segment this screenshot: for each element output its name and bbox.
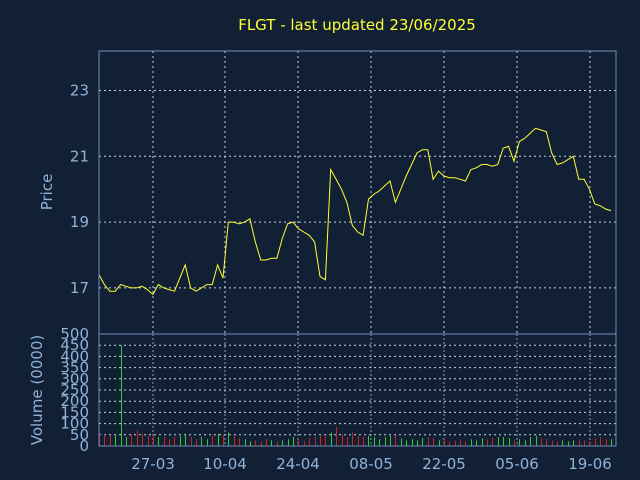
price-y-label: Price xyxy=(38,174,56,211)
volume-grid xyxy=(99,333,616,447)
chart-title: FLGT - last updated 23/06/2025 xyxy=(238,16,476,34)
x-axis-labels: 27-03 10-04 24-04 08-05 22-05 05-06 19-06 xyxy=(131,455,612,473)
volume-frame xyxy=(98,333,617,447)
price-grid xyxy=(99,51,616,334)
volume-tick-label: 150 xyxy=(60,403,89,421)
volume-tick-label: 200 xyxy=(60,392,89,410)
volume-tick-label: 100 xyxy=(60,415,89,433)
price-tick-label: 21 xyxy=(70,147,89,165)
volume-tick-label: 300 xyxy=(60,370,89,388)
volume-tick-label: 0 xyxy=(79,437,89,455)
price-series-line xyxy=(98,127,612,296)
volume-bars xyxy=(99,345,612,446)
price-tick-label: 23 xyxy=(70,81,89,99)
volume-tick-label: 450 xyxy=(60,336,89,354)
x-tick-label: 08-05 xyxy=(349,455,393,473)
x-tick-label: 27-03 xyxy=(131,455,175,473)
price-panel: 17 19 21 23 Price xyxy=(38,50,617,335)
price-frame xyxy=(98,50,617,335)
x-tick-label: 24-04 xyxy=(276,455,320,473)
volume-tick-label: 350 xyxy=(60,359,89,377)
price-tick-label: 19 xyxy=(70,213,89,231)
price-y-axis: 17 19 21 23 xyxy=(70,81,89,296)
price-tick-label: 17 xyxy=(70,279,89,297)
x-tick-label: 19-06 xyxy=(568,455,612,473)
volume-tick-label: 400 xyxy=(60,347,89,365)
volume-tick-label: 500 xyxy=(60,325,89,343)
x-tick-label: 22-05 xyxy=(422,455,466,473)
volume-tick-label: 250 xyxy=(60,381,89,399)
volume-tick-label: 50 xyxy=(70,426,89,444)
x-tick-label: 10-04 xyxy=(203,455,247,473)
volume-y-label: Volume (0000) xyxy=(28,335,46,445)
x-tick-label: 05-06 xyxy=(495,455,539,473)
